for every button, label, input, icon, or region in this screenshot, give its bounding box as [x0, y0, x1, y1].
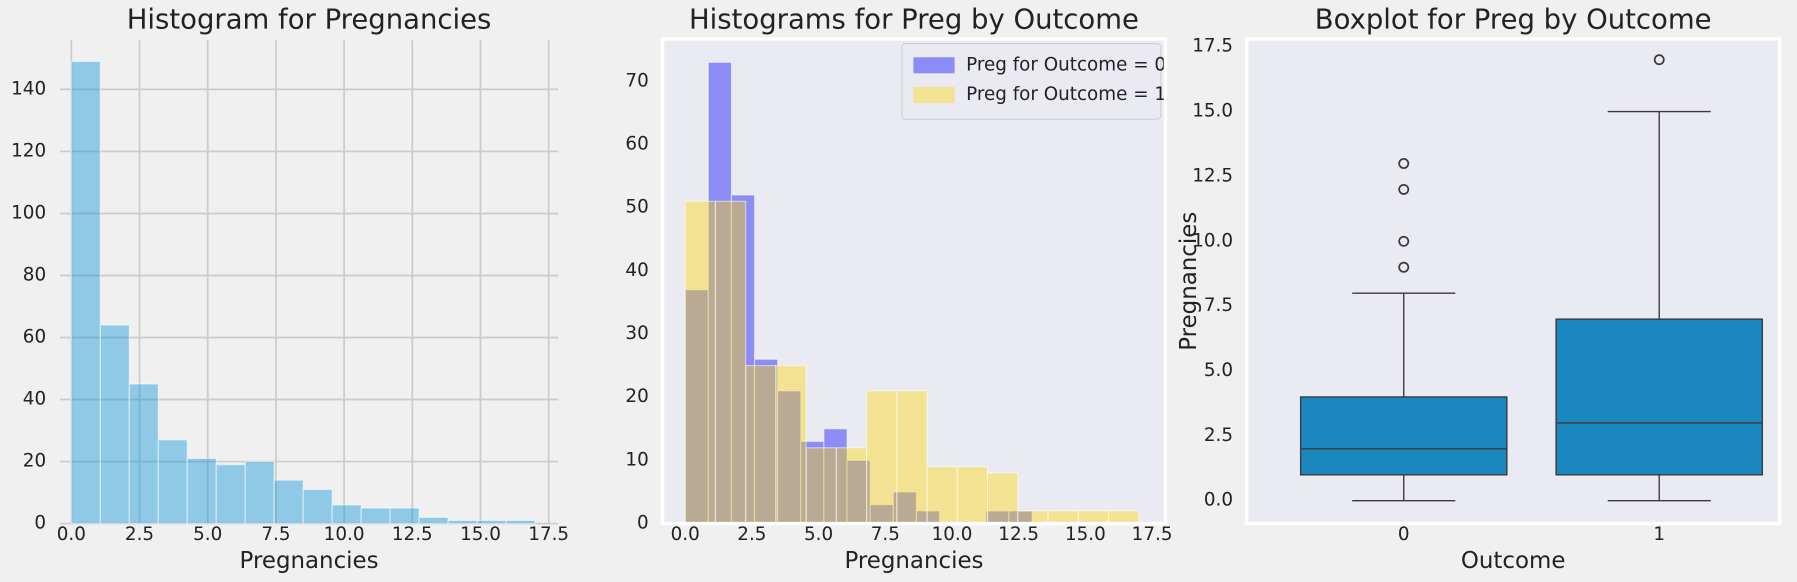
bar [745, 365, 777, 525]
bar [476, 519, 507, 525]
legend: Preg for Outcome = 0 Preg for Outcome = 1 [901, 42, 1166, 120]
chart-title: Histogram for Pregnancies [127, 4, 492, 36]
outlier [1398, 261, 1410, 273]
x-tick-label: 5.0 [804, 524, 833, 545]
legend-swatch [913, 57, 955, 74]
y-axis-label: Pregnancies [1176, 212, 1202, 351]
legend-frame [901, 42, 1162, 120]
y-tick-label: 50 [625, 197, 648, 218]
y-tick-label: 10.0 [1192, 230, 1233, 251]
x-tick-label: 7.5 [871, 524, 900, 545]
bar [99, 324, 130, 525]
y-tick-label: 60 [625, 133, 648, 154]
outlier [1398, 158, 1410, 169]
bar [1077, 510, 1110, 525]
y-tick-label: 120 [11, 140, 46, 161]
bar [866, 390, 898, 525]
y-tick-label: 10 [625, 449, 648, 470]
bar [302, 488, 333, 525]
y-tick-label: 30 [625, 323, 648, 344]
y-tick-label: 12.5 [1192, 165, 1233, 186]
y-tick-label: 5.0 [1204, 360, 1233, 381]
bar [244, 460, 275, 525]
bar [896, 390, 928, 525]
x-axis-label: Pregnancies [240, 548, 379, 574]
legend-swatch [913, 87, 955, 104]
x-axis-label: Pregnancies [844, 548, 983, 574]
x-tick-label: 5.0 [193, 524, 222, 545]
x-tick-label: 2.5 [125, 524, 154, 545]
bar [775, 365, 807, 525]
bar [215, 464, 246, 525]
y-tick-label: 7.5 [1204, 295, 1233, 316]
x-tick-label: 10.0 [932, 524, 973, 545]
bar [360, 507, 391, 525]
bar [186, 457, 217, 525]
y-tick-label: 70 [625, 70, 648, 91]
x-tick-label: 0.0 [57, 524, 86, 545]
chart-title: Boxplot for Preg by Outcome [1315, 4, 1712, 36]
legend-label: Preg for Outcome = 1 [966, 84, 1166, 105]
bar [986, 472, 1019, 525]
plot-border [1245, 37, 1782, 526]
bar [1017, 510, 1049, 525]
y-tick-label: 140 [11, 78, 46, 99]
box [1555, 318, 1764, 476]
x-tick-label: 12.5 [392, 524, 433, 545]
y-tick-label: 0 [637, 513, 649, 534]
outlier [1398, 235, 1410, 247]
y-tick-label: 60 [23, 327, 46, 348]
outlier [1398, 183, 1410, 195]
y-tick-label: 20 [23, 451, 46, 472]
bar [1107, 510, 1140, 525]
bar [331, 504, 362, 525]
y-tick-label: 0 [34, 513, 46, 534]
x-tick-label: 2.5 [737, 524, 766, 545]
x-tick-label: 7.5 [261, 524, 290, 545]
bar [926, 466, 958, 525]
x-tick-label: 15.0 [1065, 524, 1106, 545]
x-tick-label: 10.0 [324, 524, 365, 545]
box [1299, 396, 1508, 476]
bar [505, 519, 536, 525]
y-tick-label: 17.5 [1192, 36, 1233, 57]
outlier [1653, 54, 1665, 66]
y-tick-label: 80 [23, 264, 46, 285]
bar [714, 200, 747, 525]
y-tick-label: 0.0 [1204, 490, 1233, 511]
x-tick-label: 17.5 [528, 524, 569, 545]
bar [128, 383, 159, 525]
x-tick-label: 12.5 [998, 524, 1039, 545]
y-tick-label: 15.0 [1192, 101, 1233, 122]
bar [684, 200, 716, 525]
y-tick-label: 40 [625, 260, 648, 281]
y-tick-label: 100 [11, 202, 46, 223]
bar [418, 516, 449, 525]
plot-area [59, 40, 559, 524]
chart-title: Histograms for Preg by Outcome [689, 4, 1139, 36]
x-tick-label: 0 [1398, 524, 1410, 545]
y-tick-label: 2.5 [1204, 425, 1233, 446]
bar [805, 447, 837, 525]
bar [70, 60, 101, 525]
legend-label: Preg for Outcome = 0 [966, 54, 1166, 75]
x-tick-label: 17.5 [1132, 524, 1173, 545]
x-tick-label: 0.0 [671, 524, 700, 545]
bar [157, 439, 188, 525]
y-tick-label: 40 [23, 389, 46, 410]
bar [389, 507, 420, 525]
x-tick-label: 1 [1653, 524, 1665, 545]
plot-border [660, 37, 1168, 526]
bar [447, 519, 478, 525]
x-axis-label: Outcome [1461, 548, 1566, 574]
x-tick-label: 15.0 [460, 524, 501, 545]
bar [1047, 510, 1079, 525]
bar [956, 466, 989, 525]
bar [835, 447, 868, 525]
bar [273, 479, 304, 525]
y-tick-label: 20 [625, 386, 648, 407]
